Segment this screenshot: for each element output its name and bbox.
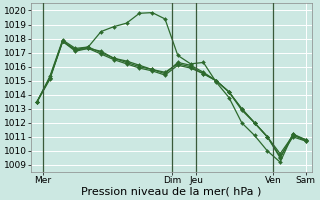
X-axis label: Pression niveau de la mer( hPa ): Pression niveau de la mer( hPa )	[81, 187, 261, 197]
